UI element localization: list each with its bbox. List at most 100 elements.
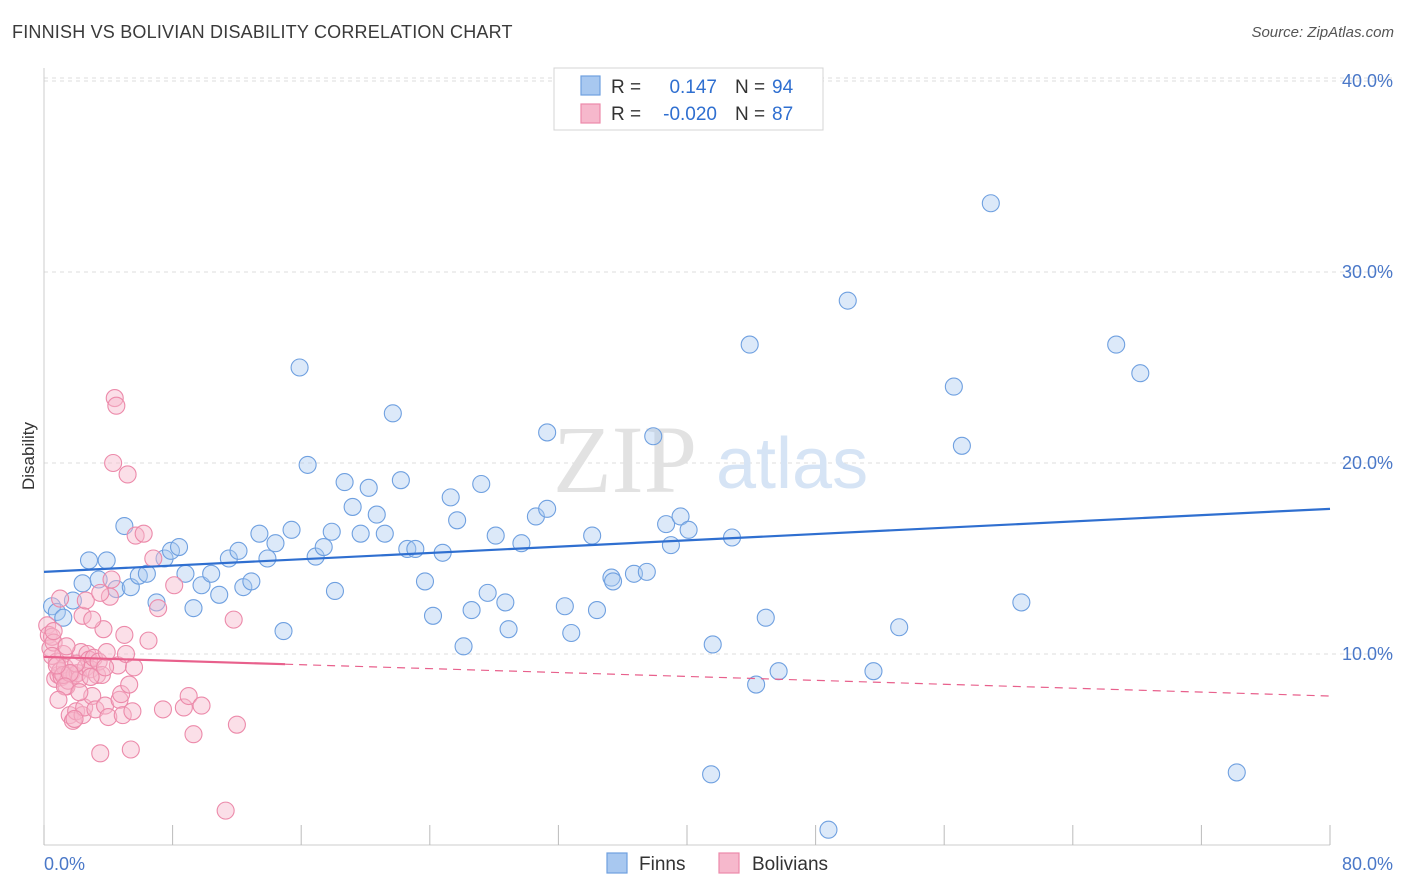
point-finns bbox=[351, 524, 370, 543]
point-bolivians bbox=[139, 631, 158, 650]
x-tick-min: 0.0% bbox=[44, 854, 85, 874]
point-finns bbox=[79, 551, 99, 570]
point-finns bbox=[343, 497, 362, 516]
point-bolivians bbox=[123, 702, 142, 721]
point-bolivians bbox=[76, 591, 95, 610]
point-finns bbox=[952, 436, 971, 455]
point-bolivians bbox=[104, 453, 123, 473]
point-finns bbox=[679, 520, 698, 539]
point-finns bbox=[864, 662, 883, 681]
trend-line-bolivians-extended bbox=[285, 663, 1331, 697]
trend-line-finns bbox=[43, 507, 1331, 573]
point-bolivians bbox=[134, 524, 153, 543]
point-finns bbox=[325, 581, 345, 601]
legend-n-label-bolivians: N = bbox=[735, 104, 765, 125]
legend-n-value-finns: 94 bbox=[772, 77, 794, 98]
watermark-zip: ZIP bbox=[553, 406, 697, 513]
point-finns bbox=[661, 536, 680, 555]
watermark-atlas: atlas bbox=[716, 424, 868, 504]
point-bolivians bbox=[124, 658, 144, 677]
point-finns bbox=[229, 541, 248, 560]
point-finns bbox=[73, 574, 92, 593]
point-bolivians bbox=[144, 549, 163, 568]
point-finns bbox=[944, 377, 963, 396]
point-bolivians bbox=[184, 725, 203, 744]
point-finns bbox=[838, 291, 857, 310]
axes bbox=[43, 68, 1331, 846]
point-bolivians bbox=[149, 599, 168, 618]
point-bolivians bbox=[174, 698, 193, 717]
legend-n-value-bolivians: 87 bbox=[772, 104, 793, 125]
point-finns bbox=[1012, 593, 1031, 612]
gridlines bbox=[44, 77, 1395, 655]
point-bolivians bbox=[83, 610, 102, 629]
point-finns bbox=[415, 572, 435, 591]
point-bolivians bbox=[42, 646, 62, 665]
point-finns bbox=[210, 585, 229, 604]
point-finns bbox=[375, 524, 394, 543]
point-finns bbox=[702, 765, 721, 784]
point-finns bbox=[441, 488, 460, 507]
point-bolivians bbox=[102, 570, 121, 589]
point-finns bbox=[97, 551, 116, 570]
point-finns bbox=[703, 635, 722, 654]
point-bolivians bbox=[47, 656, 66, 675]
y-tick-label: 30.0% bbox=[1342, 262, 1393, 282]
point-bolivians bbox=[81, 667, 100, 686]
point-bolivians bbox=[216, 801, 235, 820]
legend-r-label-bolivians: R = bbox=[611, 104, 641, 125]
point-finns bbox=[137, 564, 156, 583]
point-finns bbox=[335, 473, 354, 492]
bottom-legend-swatch-bolivians bbox=[718, 852, 740, 874]
point-bolivians bbox=[54, 665, 73, 685]
y-tick-label: 10.0% bbox=[1342, 644, 1393, 664]
point-bolivians bbox=[227, 715, 246, 734]
point-finns bbox=[391, 471, 410, 490]
point-finns bbox=[242, 572, 261, 591]
point-bolivians bbox=[65, 709, 84, 728]
point-finns bbox=[499, 620, 518, 639]
bottom-legend-swatch-finns bbox=[606, 852, 628, 874]
point-bolivians bbox=[120, 675, 139, 694]
point-bolivians bbox=[224, 610, 243, 629]
point-bolivians bbox=[165, 576, 184, 595]
point-bolivians bbox=[107, 396, 126, 415]
point-finns bbox=[769, 662, 788, 681]
point-bolivians bbox=[96, 658, 115, 677]
point-finns bbox=[657, 515, 676, 534]
point-finns bbox=[637, 562, 656, 581]
point-finns bbox=[740, 335, 759, 354]
bottom-legend-bolivians: Bolivians bbox=[752, 854, 828, 875]
point-bolivians bbox=[49, 690, 68, 709]
point-finns bbox=[583, 526, 602, 545]
point-finns bbox=[890, 618, 909, 637]
point-finns bbox=[562, 623, 581, 643]
point-bolivians bbox=[179, 686, 198, 706]
point-finns bbox=[604, 572, 623, 591]
trend-line-bolivians bbox=[43, 655, 286, 666]
bottom-legend-finns: Finns bbox=[639, 854, 685, 875]
point-finns bbox=[274, 622, 293, 641]
point-finns bbox=[298, 455, 317, 474]
legend-swatch-bolivians bbox=[580, 103, 601, 124]
point-finns bbox=[587, 601, 607, 620]
point-finns bbox=[314, 537, 333, 557]
legend-r-value-finns: 0.147 bbox=[669, 77, 717, 98]
point-finns bbox=[282, 520, 301, 539]
point-finns bbox=[462, 601, 481, 620]
point-bolivians bbox=[44, 622, 63, 641]
point-finns bbox=[1131, 364, 1150, 383]
point-bolivians bbox=[113, 706, 132, 725]
point-finns bbox=[383, 404, 402, 423]
y-tick-label: 40.0% bbox=[1342, 71, 1393, 91]
chart-title: FINNISH VS BOLIVIAN DISABILITY CORRELATI… bbox=[12, 22, 513, 42]
point-bolivians bbox=[105, 389, 124, 408]
point-finns bbox=[538, 499, 557, 518]
point-bolivians bbox=[118, 465, 137, 484]
point-bolivians bbox=[121, 740, 140, 759]
point-finns bbox=[472, 474, 491, 494]
point-bolivians bbox=[115, 625, 134, 644]
point-finns bbox=[538, 423, 557, 442]
point-finns bbox=[671, 507, 690, 526]
